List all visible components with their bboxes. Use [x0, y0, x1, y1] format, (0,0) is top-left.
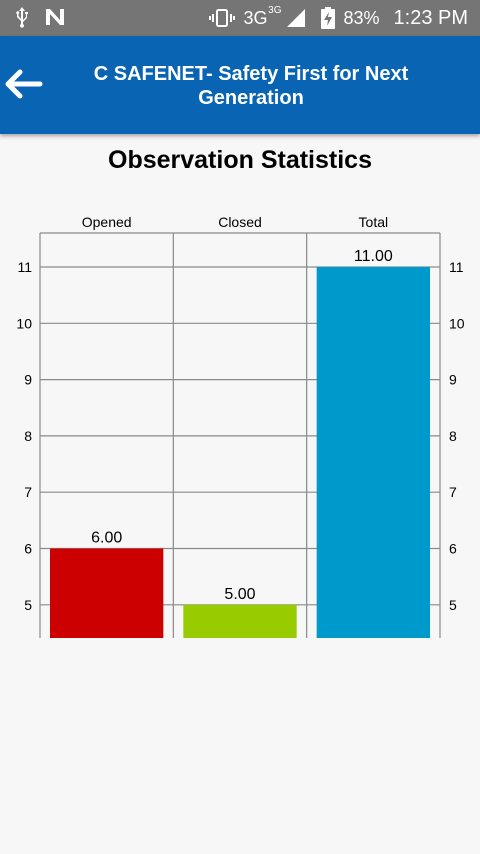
y-tick-label-left: 8	[24, 428, 32, 444]
back-button[interactable]	[0, 60, 48, 108]
y-tick-label-right: 8	[449, 428, 457, 444]
y-tick-label-left: 10	[16, 315, 32, 331]
y-tick-label-right: 11	[449, 259, 464, 275]
notification-n-icon	[46, 9, 65, 25]
chart-title: Observation Statistics	[108, 146, 372, 174]
signal-icon	[287, 9, 306, 27]
y-tick-label-right: 7	[449, 484, 457, 500]
y-tick-label-right: 6	[449, 541, 457, 557]
usb-icon	[16, 7, 28, 28]
vibrate-icon	[209, 9, 236, 27]
value-label: 5.00	[224, 586, 255, 603]
category-label: Total	[359, 214, 389, 230]
app-bar: C SAFENET- Safety First for Next Generat…	[0, 36, 480, 134]
category-label: Closed	[218, 214, 262, 230]
app-title: C SAFENET- Safety First for Next Generat…	[93, 63, 409, 109]
network-type: 3G 3G	[243, 4, 282, 28]
y-tick-label-right: 5	[449, 597, 457, 613]
y-tick-label-right: 9	[449, 372, 457, 388]
y-tick-label-left: 11	[17, 259, 32, 275]
value-label: 11.00	[354, 248, 393, 265]
clock: 1:23 PM	[393, 6, 468, 29]
y-tick-label-left: 7	[24, 484, 32, 500]
battery-percent: 83%	[343, 7, 380, 28]
y-tick-label-left: 9	[24, 372, 32, 388]
status-bar: 3G 3G 83% 1:23 PM	[0, 0, 480, 36]
category-label: Opened	[82, 214, 132, 230]
y-tick-label-right: 10	[449, 315, 465, 331]
battery-charging-icon	[321, 7, 336, 29]
arrow-left-icon	[5, 69, 43, 99]
observation-bar-chart: 5 5 6 6 7 7 8 8 9 9 10 10 11 11 6.00 Opened 5.00 Closed 11…	[16, 214, 465, 638]
bar-total	[316, 267, 430, 638]
y-tick-label-left: 5	[24, 597, 32, 613]
bar-opened	[50, 548, 164, 638]
y-tick-label-left: 6	[24, 541, 32, 557]
bar-closed	[183, 604, 297, 638]
value-label: 6.00	[91, 530, 122, 547]
